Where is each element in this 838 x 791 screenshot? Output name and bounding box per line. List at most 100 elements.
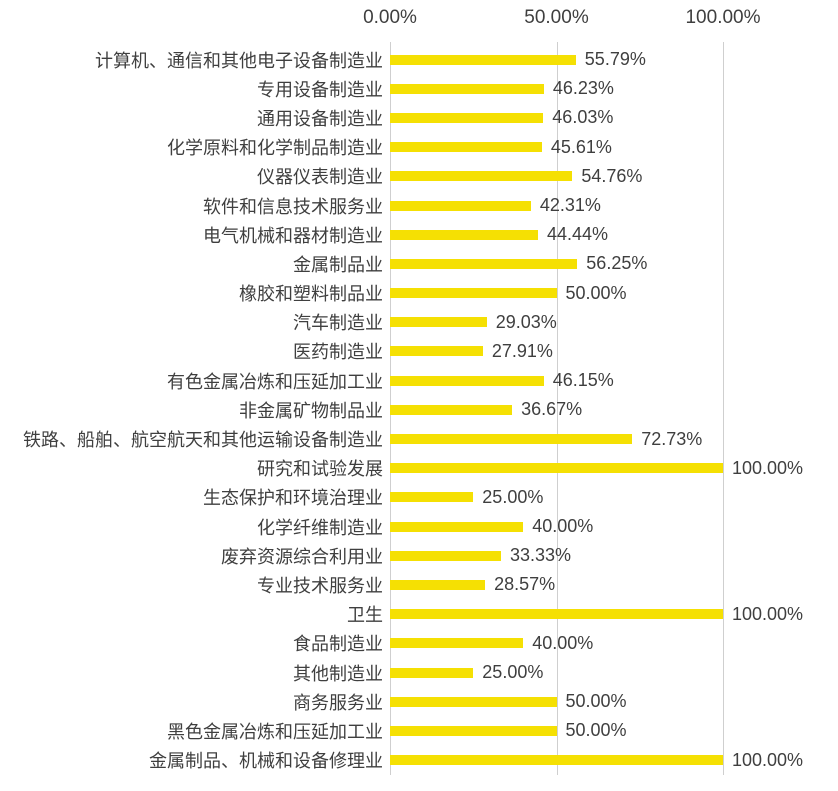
bar-row: 铁路、船舶、航空航天和其他运输设备制造业 72.73% (0, 424, 838, 453)
value-label: 45.61% (550, 136, 612, 157)
value-label: 33.33% (510, 545, 572, 566)
bar (390, 463, 723, 474)
category-label: 化学纤维制造业 (257, 517, 383, 538)
bar-row: 食品制造业 40.00% (0, 629, 838, 658)
category-label: 其他制造业 (293, 663, 383, 684)
bar (390, 725, 557, 736)
category-label: 汽车制造业 (293, 313, 383, 334)
bar (390, 54, 576, 65)
value-label: 50.00% (565, 282, 627, 303)
gridline-50 (556, 42, 558, 775)
x-axis-top: 0.00% 50.00% 100.00% (363, 0, 760, 45)
category-label: 计算机、通信和其他电子设备制造业 (95, 50, 383, 71)
bar (390, 434, 633, 445)
bar (390, 346, 483, 357)
value-label: 46.03% (552, 107, 614, 128)
category-label: 生态保护和环境治理业 (203, 488, 383, 509)
bar-row: 生态保护和环境治理业 25.00% (0, 483, 838, 512)
value-label: 40.00% (532, 632, 594, 653)
value-label: 100.00% (732, 749, 804, 770)
bar-row: 商务服务业 50.00% (0, 687, 838, 716)
bar (390, 550, 501, 561)
bar-row: 废弃资源综合利用业 33.33% (0, 541, 838, 570)
category-label: 有色金属冶炼和压延加工业 (167, 371, 383, 392)
bar-row: 金属制品业 56.25% (0, 249, 838, 278)
bar-row: 医药制造业 27.91% (0, 337, 838, 366)
category-label: 专业技术服务业 (257, 575, 383, 596)
category-label: 软件和信息技术服务业 (203, 196, 383, 217)
category-label: 非金属矿物制品业 (239, 400, 383, 421)
value-label: 25.00% (482, 662, 544, 683)
value-label: 28.57% (494, 574, 556, 595)
value-label: 56.25% (586, 253, 648, 274)
bar-row: 计算机、通信和其他电子设备制造业 55.79% (0, 45, 838, 74)
value-label: 42.31% (539, 195, 601, 216)
bar-row: 非金属矿物制品业 36.67% (0, 395, 838, 424)
category-label: 铁路、船舶、航空航天和其他运输设备制造业 (23, 430, 383, 451)
bar (390, 667, 474, 678)
bar-row: 专业技术服务业 28.57% (0, 570, 838, 599)
category-label: 金属制品、机械和设备修理业 (149, 751, 383, 772)
bar (390, 112, 544, 123)
value-label: 40.00% (532, 516, 594, 537)
bar (390, 696, 557, 707)
value-label: 25.00% (482, 486, 544, 507)
bar (390, 200, 531, 211)
bar-row: 金属制品、机械和设备修理业 100.00% (0, 746, 838, 775)
bar (390, 404, 513, 415)
bar (390, 609, 723, 620)
value-label: 44.44% (547, 224, 609, 245)
value-label: 46.23% (552, 78, 614, 99)
category-label: 卫生 (347, 605, 383, 626)
value-label: 50.00% (565, 720, 627, 741)
value-label: 36.67% (521, 399, 583, 420)
bar (390, 317, 487, 328)
bar (390, 288, 557, 299)
value-label: 100.00% (732, 603, 804, 624)
bar-row: 有色金属冶炼和压延加工业 46.15% (0, 366, 838, 395)
bar-row: 汽车制造业 29.03% (0, 308, 838, 337)
category-label: 食品制造业 (293, 634, 383, 655)
category-label: 金属制品业 (293, 254, 383, 275)
bar (390, 83, 544, 94)
bar-rows: 计算机、通信和其他电子设备制造业 55.79% 专用设备制造业 46.23% 通用设备制… (0, 45, 838, 775)
plot-area: 计算机、通信和其他电子设备制造业 55.79% 专用设备制造业 46.23% 通用设备制… (0, 42, 838, 775)
x-axis-tick-100: 100.00% (685, 7, 761, 28)
bar-row: 化学原料和化学制品制造业 45.61% (0, 133, 838, 162)
category-label: 黑色金属冶炼和压延加工业 (167, 721, 383, 742)
x-axis-tick-0: 0.00% (363, 7, 417, 28)
category-label: 电气机械和器材制造业 (203, 225, 383, 246)
bar (390, 521, 524, 532)
bar (390, 229, 538, 240)
value-label: 46.15% (552, 370, 614, 391)
category-label: 废弃资源综合利用业 (221, 546, 383, 567)
category-label: 橡胶和塑料制品业 (239, 284, 383, 305)
bar-row: 仪器仪表制造业 54.76% (0, 162, 838, 191)
bar (390, 171, 573, 182)
value-label: 27.91% (491, 340, 553, 361)
category-label: 化学原料和化学制品制造业 (167, 138, 383, 159)
value-label: 29.03% (495, 311, 557, 332)
bar-row: 软件和信息技术服务业 42.31% (0, 191, 838, 220)
bar (390, 142, 542, 153)
category-label: 仪器仪表制造业 (257, 167, 383, 188)
bar-row: 化学纤维制造业 40.00% (0, 512, 838, 541)
gridline-100 (723, 42, 724, 775)
category-label: 商务服务业 (293, 692, 383, 713)
value-label: 72.73% (641, 428, 703, 449)
bar-row: 橡胶和塑料制品业 50.00% (0, 279, 838, 308)
bar-row: 卫生 100.00% (0, 600, 838, 629)
category-label: 医药制造业 (293, 342, 383, 363)
bar-row: 通用设备制造业 46.03% (0, 103, 838, 132)
bar (390, 638, 524, 649)
bar (390, 579, 486, 590)
category-label: 专用设备制造业 (257, 79, 383, 100)
value-label: 54.76% (581, 165, 643, 186)
value-label: 50.00% (565, 691, 627, 712)
bar-row: 研究和试验发展 100.00% (0, 454, 838, 483)
bar-row: 专用设备制造业 46.23% (0, 74, 838, 103)
bar-row: 黑色金属冶炼和压延加工业 50.00% (0, 716, 838, 745)
x-axis-tick-50: 50.00% (524, 7, 589, 28)
category-label: 通用设备制造业 (257, 108, 383, 129)
